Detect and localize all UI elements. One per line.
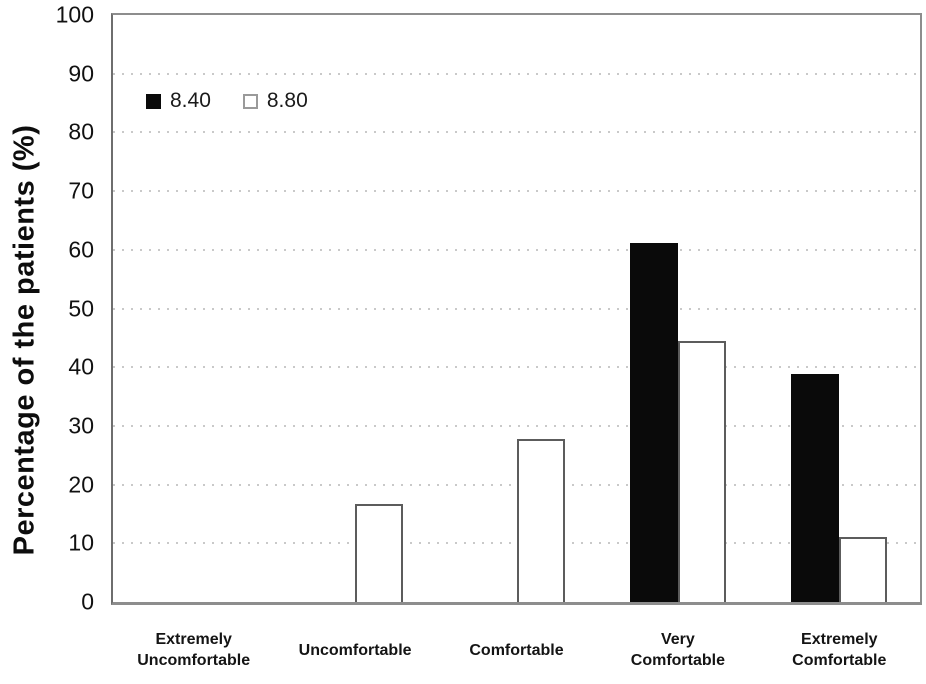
legend: 8.40 8.80 [146, 89, 308, 113]
bar-880-4 [677, 341, 726, 602]
bar-880-2 [355, 503, 404, 602]
gridline [113, 248, 920, 251]
bar-840-4 [629, 243, 678, 602]
y-tick-label: 50 [68, 295, 94, 321]
bar-840-5 [791, 373, 840, 602]
y-tick-label: 100 [55, 1, 94, 28]
gridline [113, 190, 920, 193]
gridline [113, 72, 920, 75]
x-category-label: Uncomfortable [298, 641, 412, 659]
y-tick-label: 60 [68, 236, 94, 263]
x-category-label: Extremely Comfortable [792, 631, 887, 669]
y-tick-label: 10 [68, 529, 94, 556]
legend-swatch-icon [242, 93, 258, 109]
x-axis-category-labels: Extremely Uncomfortable Uncomfortable Comfo… [113, 628, 920, 674]
y-tick-label: 90 [68, 60, 94, 87]
x-category-label: Comfortable [469, 641, 564, 659]
y-tick-label: 0 [81, 588, 94, 615]
y-tick-label: 40 [68, 353, 94, 380]
y-tick-label: 20 [68, 471, 94, 498]
x-category-label: Very Comfortable [630, 631, 725, 669]
plot-area: 8.40 8.80 [111, 13, 922, 605]
gridline [113, 131, 920, 134]
gridline [113, 424, 920, 427]
bar-880-3 [516, 438, 565, 602]
y-tick-label: 80 [68, 118, 94, 145]
x-category-label: Extremely Uncomfortable [137, 631, 251, 669]
legend-swatch-icon [146, 93, 161, 109]
legend-label: 8.40 [170, 89, 211, 112]
y-tick-label: 70 [68, 177, 94, 204]
legend-label: 8.80 [266, 89, 308, 112]
legend-item-840: 8.40 [146, 89, 211, 113]
gridline [113, 366, 920, 369]
bar-880-5 [839, 536, 888, 602]
y-tick-label: 30 [68, 412, 94, 439]
legend-item-880: 8.80 [242, 89, 308, 113]
gridline [113, 307, 920, 310]
